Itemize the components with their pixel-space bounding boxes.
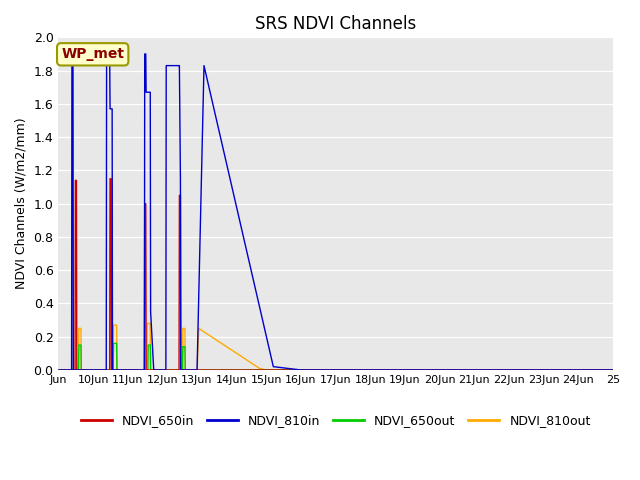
Text: WP_met: WP_met xyxy=(61,48,124,61)
Title: SRS NDVI Channels: SRS NDVI Channels xyxy=(255,15,417,33)
Y-axis label: NDVI Channels (W/m2/mm): NDVI Channels (W/m2/mm) xyxy=(15,118,28,289)
Legend: NDVI_650in, NDVI_810in, NDVI_650out, NDVI_810out: NDVI_650in, NDVI_810in, NDVI_650out, NDV… xyxy=(76,409,596,432)
